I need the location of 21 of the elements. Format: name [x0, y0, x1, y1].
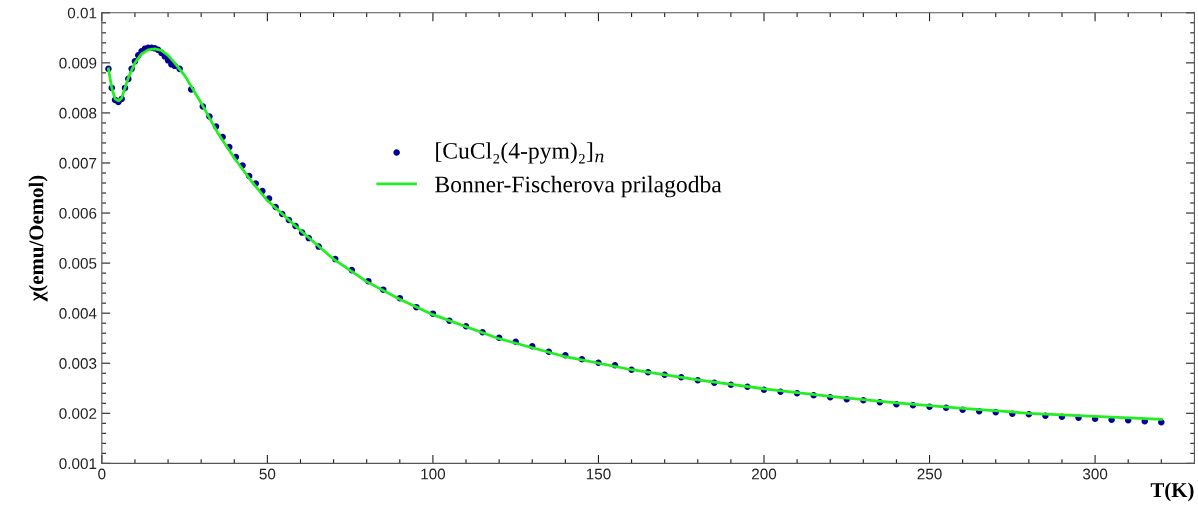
y-tick-label: 0.004 — [59, 308, 97, 319]
y-tick-label: 0.001 — [59, 458, 97, 470]
x-tick-label: 250 — [917, 468, 942, 480]
x-tick-label: 0 — [98, 468, 106, 480]
x-tick-label: 100 — [421, 468, 446, 480]
x-axis-title: T(K) — [1150, 482, 1194, 502]
y-tick-label: 0.003 — [59, 358, 97, 369]
y-tick-label: 0.008 — [59, 107, 97, 119]
y-tick-label: 0.007 — [59, 157, 97, 169]
y-tick-label: 0.009 — [59, 57, 97, 69]
y-tick-label: 0.01 — [67, 7, 97, 19]
x-tick-label: 200 — [752, 468, 777, 480]
x-tick-label: 300 — [1082, 468, 1108, 480]
y-tick-label: 0.005 — [59, 257, 97, 269]
x-tick-label: 150 — [586, 468, 611, 480]
x-tick-label: 50 — [259, 468, 276, 480]
y-axis-title: χ(emu/Oemol) — [28, 175, 48, 302]
legend-label: [CuCl₂(4-pym)₂]$_{n}$ — [436, 142, 604, 164]
y-tick-label: 0.002 — [59, 408, 97, 419]
legend-label: Bonner-Fischerova prilagodba — [435, 175, 722, 198]
y-tick-label: 0.006 — [59, 207, 97, 219]
